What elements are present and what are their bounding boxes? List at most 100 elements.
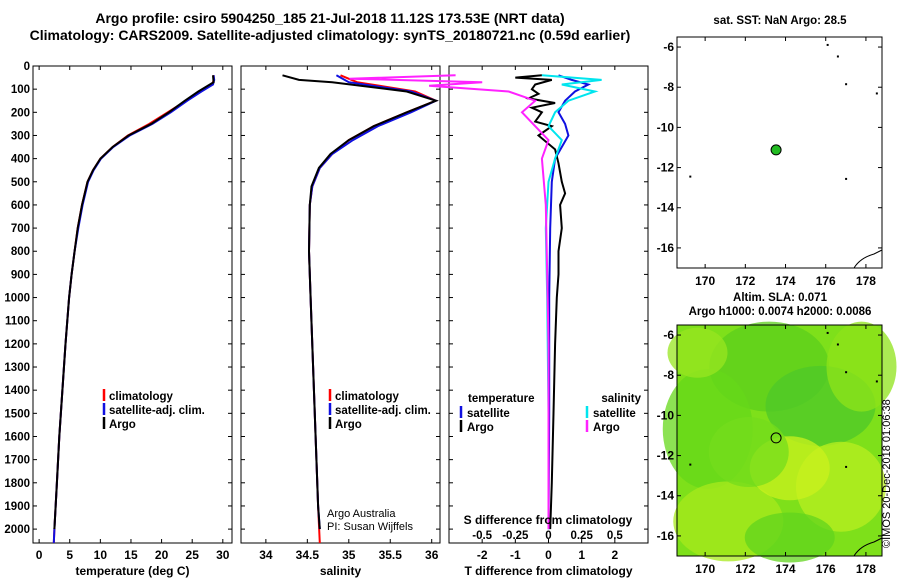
- y-tick-label: -10: [657, 408, 675, 422]
- y-tick-label: -6: [663, 40, 674, 54]
- island-speck: [845, 83, 848, 86]
- y-tick-label: 1600: [4, 431, 30, 443]
- island-speck: [826, 331, 829, 334]
- island-speck: [875, 92, 878, 95]
- island-speck: [826, 43, 829, 46]
- y-tick-label: -16: [657, 529, 675, 543]
- map-frame-sst: [676, 36, 883, 269]
- y-tick-label: 600: [11, 200, 30, 212]
- y-tick-label: 900: [11, 269, 30, 281]
- argo-position-marker: [770, 432, 782, 444]
- y-tick-label: 1100: [5, 316, 30, 328]
- y-tick-label: 1800: [4, 478, 30, 490]
- y-tick-label: -14: [657, 201, 675, 215]
- island-speck: [845, 371, 848, 374]
- plot-frame-temperature: [32, 65, 233, 544]
- x-tick-label: 178: [856, 274, 876, 288]
- x-tick-label: 15: [124, 548, 138, 562]
- coastline: [853, 249, 883, 269]
- map-frame-sla: [676, 324, 883, 557]
- legend-label: Argo: [467, 422, 494, 434]
- plot-frame-salinity: [240, 65, 441, 544]
- series-line-s-argo: [349, 74, 550, 530]
- x-tick-label: 170: [695, 274, 715, 288]
- legend-label: Argo: [593, 422, 620, 434]
- x-tick-label: -2: [477, 548, 488, 562]
- sla-field-patch: [826, 321, 897, 412]
- x-tick-label: 0: [545, 548, 552, 562]
- y-tick-label: -8: [663, 80, 674, 94]
- y-tick-label: 1200: [4, 339, 30, 351]
- legend-label: satellite: [593, 408, 636, 420]
- island-speck: [689, 463, 692, 466]
- x-tick-label: 20: [155, 548, 169, 562]
- island-speck: [875, 380, 878, 383]
- series-line-argo: [53, 75, 215, 530]
- legend-label: Argo: [109, 419, 136, 431]
- x-axis-label: temperature (deg C): [75, 564, 189, 578]
- legend-heading-salinity: salinity: [601, 393, 641, 405]
- x-tick-label: 176: [816, 562, 836, 576]
- y-tick-label: -6: [663, 328, 674, 342]
- sla-map-subtitle: Argo h1000: 0.0074 h2000: 0.0086: [689, 306, 872, 318]
- y-tick-label: 100: [11, 84, 30, 96]
- x-tick-label: 178: [856, 562, 876, 576]
- x-tick-label: 5: [66, 548, 73, 562]
- y-tick-label: 1500: [4, 408, 30, 420]
- secondary-tick-label: -0.25: [502, 530, 529, 542]
- island-speck: [845, 465, 848, 468]
- secondary-tick-label: 0.5: [607, 530, 624, 542]
- legend-label: Argo: [335, 419, 362, 431]
- legend-label: satellite-adj. clim.: [335, 405, 431, 417]
- x-tick-label: 36: [425, 548, 439, 562]
- y-tick-label: 1900: [4, 501, 30, 513]
- x-tick-label: 34.5: [296, 548, 320, 562]
- series-line-t-satellite: [547, 74, 591, 530]
- x-tick-label: 34: [259, 548, 273, 562]
- credit-annotation: Argo Australia: [327, 508, 396, 520]
- x-tick-label: 174: [776, 274, 796, 288]
- legend-heading-temperature: temperature: [468, 393, 534, 405]
- secondary-tick-label: 0: [545, 530, 551, 542]
- x-tick-label: 10: [94, 548, 108, 562]
- y-tick-label: -12: [657, 449, 675, 463]
- x-tick-label: 174: [776, 562, 796, 576]
- island-speck: [845, 177, 848, 180]
- legend-label: climatology: [109, 391, 174, 403]
- series-line-argo: [282, 74, 439, 530]
- y-tick-label: -16: [657, 241, 675, 255]
- island-speck: [836, 343, 839, 346]
- figure-title-line1: Argo profile: csiro 5904250_185 21-Jul-2…: [95, 10, 565, 26]
- sst-map-title: sat. SST: NaN Argo: 28.5: [713, 15, 847, 27]
- copyright-notice: ©IMOS 20-Dec-2018 01:06:38: [881, 399, 893, 548]
- x-tick-label: 176: [816, 274, 836, 288]
- y-tick-label: -14: [657, 489, 675, 503]
- x-tick-label: 2: [611, 548, 618, 562]
- y-tick-label: 1300: [4, 362, 30, 374]
- x-tick-label: 170: [695, 562, 715, 576]
- legend-label: satellite-adj. clim.: [109, 405, 205, 417]
- y-tick-label: 400: [11, 154, 30, 166]
- y-tick-label: 200: [11, 107, 30, 119]
- x-tick-label: 30: [216, 548, 230, 562]
- island-speck: [836, 55, 839, 58]
- figure-title-line2: Climatology: CARS2009. Satellite-adjuste…: [29, 27, 631, 43]
- y-tick-label: -10: [657, 120, 675, 134]
- y-tick-label: 300: [11, 130, 30, 142]
- x-tick-label: 1: [578, 548, 585, 562]
- sla-field-patch: [667, 327, 728, 378]
- y-tick-label: 1700: [4, 455, 30, 467]
- sla-field-patch: [708, 417, 789, 488]
- x-tick-label: 25: [186, 548, 200, 562]
- x-tick-label: 172: [735, 274, 755, 288]
- x-axis-label: salinity: [320, 564, 362, 578]
- y-tick-label: -8: [663, 368, 674, 382]
- y-tick-label: 2000: [4, 524, 30, 536]
- x-tick-label: 0: [36, 548, 43, 562]
- island-speck: [689, 175, 692, 178]
- coastline: [853, 537, 883, 557]
- y-tick-label: 500: [11, 177, 30, 189]
- secondary-tick-label: 0.25: [570, 530, 593, 542]
- x-tick-label: -1: [510, 548, 521, 562]
- x-tick-label: 172: [735, 562, 755, 576]
